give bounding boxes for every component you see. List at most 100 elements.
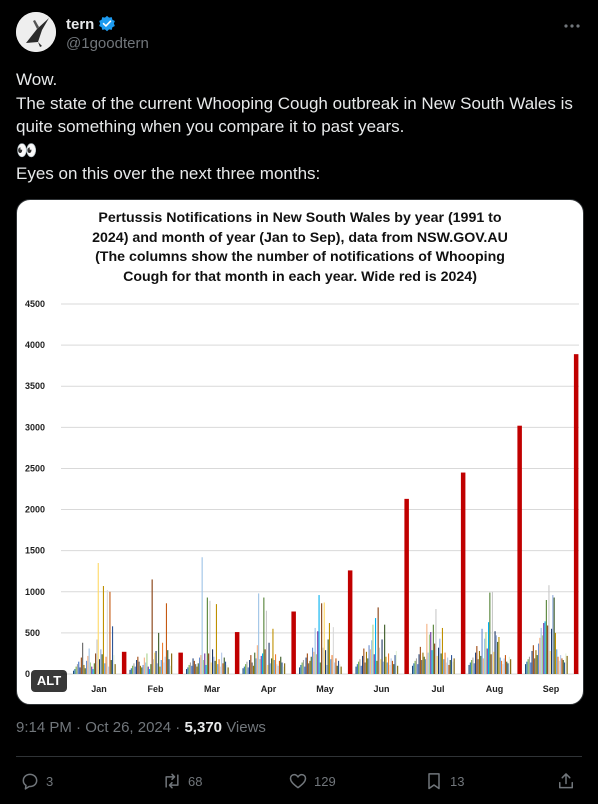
year-bar (551, 628, 553, 674)
year-bar (417, 664, 419, 674)
year-bar (452, 661, 454, 674)
bookmark-icon (428, 773, 440, 790)
x-tick-label: Aug (486, 684, 504, 694)
year-bar (300, 664, 302, 674)
year-bar (80, 657, 82, 674)
year-bar (415, 658, 417, 674)
year-bar (152, 659, 154, 674)
year-bar (326, 664, 328, 674)
year-bar (146, 653, 148, 674)
year-bar (251, 662, 253, 674)
post-date[interactable]: Oct 26, 2024 (85, 719, 172, 736)
chart-image[interactable]: Pertussis Notifications in New South Wal… (16, 199, 584, 705)
year-bar (531, 650, 533, 674)
year-bar (141, 667, 143, 674)
year-bar (331, 655, 333, 674)
year-bar (318, 595, 320, 674)
year-bar (323, 602, 325, 674)
repost-icon (165, 773, 179, 789)
year-bar (165, 603, 167, 674)
year-bar (89, 662, 91, 674)
year-bar (378, 647, 380, 674)
x-tick-label: Jun (373, 684, 389, 694)
year-bar (265, 610, 267, 674)
repost-count: 68 (188, 773, 203, 789)
year-bar (501, 660, 503, 674)
year-bar (328, 623, 330, 674)
year-bar (536, 655, 538, 674)
year-bar (84, 668, 86, 674)
year-bar (106, 590, 108, 674)
verified-badge-icon (99, 15, 116, 32)
year-bar (369, 649, 371, 674)
year-bar (221, 652, 223, 674)
year-bar (544, 621, 546, 674)
avatar[interactable] (16, 12, 56, 52)
year-bar (132, 665, 134, 674)
views-count: 5,370 (184, 719, 223, 736)
heart-icon (289, 773, 307, 789)
year-bar (530, 662, 532, 674)
year-bar (113, 655, 115, 674)
year-bar (136, 660, 138, 674)
year-bar (281, 662, 283, 674)
repost-button[interactable]: 68 (162, 768, 202, 794)
year-bar (430, 632, 432, 674)
year-bar (134, 666, 136, 674)
year-bar (556, 649, 558, 674)
y-tick-label: 2000 (25, 505, 45, 515)
year-bar (493, 651, 495, 674)
year-bar (139, 665, 141, 674)
year-bar (335, 658, 337, 674)
post-time[interactable]: 9:14 PM (16, 719, 72, 736)
year-bar (508, 656, 510, 674)
year-bar (468, 664, 470, 674)
reply-button[interactable]: 3 (20, 768, 53, 794)
year-bar (225, 661, 227, 674)
year-bar (306, 653, 308, 674)
share-button[interactable] (556, 768, 576, 794)
year-bar (359, 659, 361, 674)
year-bar (507, 663, 509, 674)
year-bar (525, 664, 527, 674)
alt-badge[interactable]: ALT (31, 670, 67, 692)
year-bar (278, 660, 280, 674)
year-bar (268, 642, 270, 674)
year-bar (503, 658, 505, 674)
year-bar (541, 635, 543, 674)
year-bar (334, 662, 336, 674)
year-bar (204, 653, 206, 674)
more-options-icon[interactable] (562, 16, 582, 36)
year-bar (356, 664, 358, 674)
year-bar (209, 600, 211, 674)
year-bar (438, 647, 440, 674)
y-tick-label: 4000 (25, 340, 45, 350)
year-bar (158, 632, 160, 674)
year-bar (264, 649, 266, 674)
year-bar (154, 652, 156, 674)
year-bar (373, 654, 375, 674)
year-bar (112, 626, 114, 674)
year-bar (189, 662, 191, 674)
bookmark-button[interactable]: 13 (424, 768, 464, 794)
year-bar (160, 660, 162, 674)
year-bar (186, 669, 188, 674)
like-button[interactable]: 129 (288, 768, 336, 794)
year-bar (490, 654, 492, 674)
author-name[interactable]: tern (66, 15, 95, 33)
year-bar (101, 654, 103, 674)
year-bar (143, 657, 145, 674)
year-bar (96, 639, 98, 674)
year-bar (362, 655, 364, 674)
year-bar (394, 655, 396, 674)
year-bar (156, 663, 158, 674)
bar-2024 (234, 632, 240, 674)
author-handle[interactable]: @1goodtern (66, 35, 149, 52)
year-bar (76, 664, 78, 674)
year-bar (549, 650, 551, 674)
year-bar (338, 660, 340, 674)
year-bar (330, 659, 332, 674)
year-bar (377, 607, 379, 674)
year-bar (205, 664, 207, 674)
year-bar (425, 659, 427, 674)
